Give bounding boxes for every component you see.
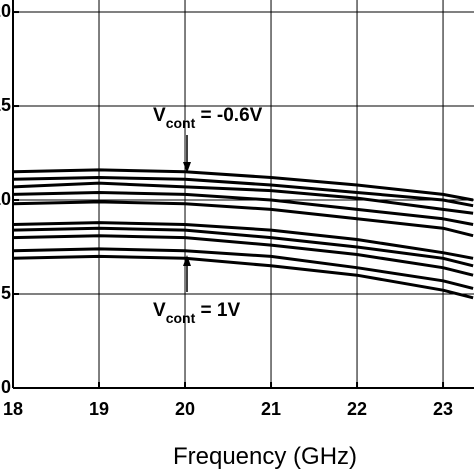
x-tick-label: 18 xyxy=(3,399,23,419)
series-line xyxy=(12,176,474,208)
y-tick-label: 20 xyxy=(0,1,11,21)
annotation: Vcont = 1V xyxy=(153,300,240,326)
x-tick-label: 23 xyxy=(433,399,453,419)
annotation-rest: = 1V xyxy=(195,300,240,321)
annotation-sub: cont xyxy=(166,310,196,326)
series-line xyxy=(12,234,474,277)
series-line xyxy=(12,181,474,215)
y-tick-label: 10 xyxy=(0,189,11,209)
x-axis-label: Frequency (GHz) xyxy=(173,443,357,470)
annotation-main: V xyxy=(153,105,166,126)
series-line xyxy=(12,254,474,300)
y-tick-label: 5 xyxy=(1,283,11,303)
arrow-head xyxy=(183,255,191,266)
series-line xyxy=(12,200,474,238)
series-line xyxy=(12,247,474,290)
y-tick-label: 0 xyxy=(1,377,11,397)
x-tick-label: 22 xyxy=(347,399,367,419)
annotation-sub: cont xyxy=(166,115,196,131)
series-line xyxy=(12,221,474,260)
x-tick-label: 21 xyxy=(261,399,281,419)
y-tick-label: 15 xyxy=(0,95,11,115)
annotation-main: V xyxy=(153,300,166,321)
annotation-rest: = -0.6V xyxy=(195,105,262,126)
x-tick-label: 20 xyxy=(175,399,195,419)
series-line xyxy=(12,226,474,268)
series-line xyxy=(12,168,474,202)
series-line xyxy=(12,191,474,226)
x-tick-label: 19 xyxy=(89,399,109,419)
annotation: Vcont = -0.6V xyxy=(153,105,263,131)
